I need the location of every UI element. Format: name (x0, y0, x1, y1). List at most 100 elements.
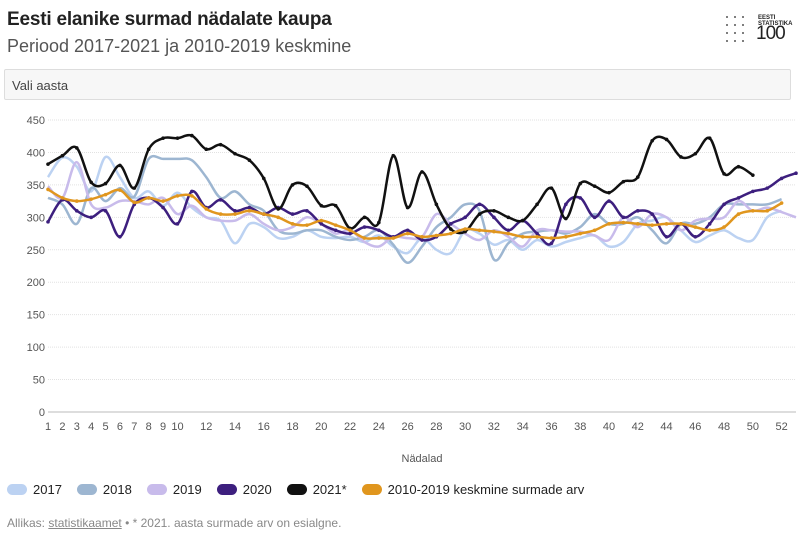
legend-label: 2021* (312, 481, 347, 497)
data-point-2020 (89, 215, 93, 220)
legend-swatch (7, 483, 27, 495)
data-point-2020 (635, 209, 640, 213)
data-point-2020 (190, 189, 194, 194)
source-footnote: • * 2021. aasta surmade arv on esialgne. (125, 516, 342, 530)
data-point-2010-2019-keskmine-surmade-arv (722, 225, 726, 229)
data-point-2020 (751, 189, 755, 194)
data-point-2021 (218, 142, 223, 147)
data-point-2021 (679, 155, 683, 159)
data-point-2021 (319, 203, 324, 208)
data-point-2010-2019-keskmine-surmade-arv (190, 194, 194, 198)
data-point-2021 (247, 158, 252, 163)
x-tick-label: 34 (517, 421, 529, 433)
x-tick-label: 18 (286, 421, 298, 433)
data-point-2021 (492, 209, 496, 213)
source-link[interactable]: statistikaamet (48, 516, 122, 530)
y-tick-label: 450 (27, 115, 45, 127)
logo-dots-icon (724, 14, 752, 42)
data-point-2020 (477, 202, 482, 207)
data-point-2010-2019-keskmine-surmade-arv (175, 194, 180, 198)
data-point-2020 (492, 215, 496, 220)
data-point-2020 (506, 228, 511, 233)
series-line-2010-2019-keskmine-surmade-arv (47, 188, 783, 240)
data-point-2010-2019-keskmine-surmade-arv (506, 231, 511, 236)
data-point-2021 (204, 147, 209, 151)
data-point-2021 (434, 202, 439, 207)
data-point-2010-2019-keskmine-surmade-arv (448, 231, 453, 236)
data-point-2010-2019-keskmine-surmade-arv (463, 227, 467, 231)
legend-item[interactable]: 2021* (286, 481, 347, 497)
x-tick-label: 38 (574, 421, 586, 433)
data-point-2021 (607, 190, 611, 195)
data-point-2010-2019-keskmine-surmade-arv (420, 235, 424, 239)
data-point-2010-2019-keskmine-surmade-arv (60, 196, 65, 200)
legend-label: 2020 (242, 481, 272, 497)
data-point-2020 (333, 228, 338, 233)
legend-swatch (146, 483, 167, 495)
data-point-2010-2019-keskmine-surmade-arv (434, 233, 439, 238)
legend-item[interactable]: 2018 (76, 481, 132, 497)
y-tick-label: 400 (27, 147, 45, 159)
legend-item[interactable]: 2010-2019 keskmine surmade arv (361, 482, 584, 497)
data-point-2010-2019-keskmine-surmade-arv (736, 212, 741, 216)
data-point-2021 (736, 164, 741, 169)
legend-item[interactable]: 2020 (216, 481, 272, 497)
x-tick-label: 36 (545, 421, 557, 433)
data-point-2010-2019-keskmine-surmade-arv (650, 223, 654, 227)
legend-swatch (216, 483, 237, 495)
data-point-2020 (707, 222, 712, 226)
data-point-2020 (549, 241, 554, 246)
legend-label: 2017 (33, 481, 62, 497)
legend-swatch (286, 483, 307, 495)
data-point-2021 (621, 179, 626, 184)
data-point-2010-2019-keskmine-surmade-arv (664, 222, 669, 226)
data-point-2010-2019-keskmine-surmade-arv (218, 212, 223, 216)
data-point-2020 (233, 209, 237, 213)
x-tick-label: 22 (344, 421, 356, 433)
data-point-2010-2019-keskmine-surmade-arv (564, 235, 568, 239)
data-point-2010-2019-keskmine-surmade-arv (247, 209, 252, 213)
data-point-2010-2019-keskmine-surmade-arv (103, 192, 108, 197)
x-tick-label: 14 (229, 421, 241, 433)
x-tick-label: 46 (689, 421, 701, 433)
y-tick-label: 50 (33, 375, 45, 387)
y-tick-label: 100 (27, 342, 45, 354)
x-tick-label: 24 (373, 421, 385, 433)
data-point-2010-2019-keskmine-surmade-arv (520, 235, 525, 239)
data-point-2021 (161, 136, 165, 140)
data-point-2021 (578, 181, 583, 186)
x-tick-label: 30 (459, 421, 471, 433)
data-point-2010-2019-keskmine-surmade-arv (74, 199, 79, 203)
data-point-2021 (635, 175, 640, 179)
data-point-2010-2019-keskmine-surmade-arv (161, 199, 165, 203)
data-point-2021 (592, 184, 597, 188)
legend-label: 2018 (102, 481, 132, 497)
year-select[interactable]: Vali aasta (4, 69, 791, 100)
y-tick-label: 350 (27, 180, 45, 192)
data-point-2021 (722, 172, 726, 176)
data-point-2010-2019-keskmine-surmade-arv (693, 225, 698, 229)
statistics-estonia-logo: EESTI STATISTIKA 100 (724, 14, 794, 44)
x-tick-label: 20 (315, 421, 327, 433)
x-tick-label: 12 (200, 421, 212, 433)
data-point-2021 (103, 181, 108, 186)
legend-item[interactable]: 2019 (146, 482, 202, 497)
data-point-2021 (146, 147, 151, 151)
data-point-2020 (448, 222, 453, 226)
data-point-2020 (118, 235, 122, 239)
data-point-2010-2019-keskmine-surmade-arv (276, 215, 280, 220)
data-point-2020 (794, 171, 798, 176)
data-point-2010-2019-keskmine-surmade-arv (362, 236, 367, 240)
x-tick-label: 48 (718, 421, 730, 433)
data-point-2010-2019-keskmine-surmade-arv (477, 228, 482, 233)
data-point-2010-2019-keskmine-surmade-arv (592, 228, 597, 233)
legend-item[interactable]: 2017 (7, 482, 62, 497)
data-point-2020 (420, 238, 424, 242)
logo-text: EESTI STATISTIKA (758, 15, 793, 27)
data-point-2010-2019-keskmine-surmade-arv (377, 236, 381, 240)
data-point-2021 (290, 183, 295, 187)
data-point-2010-2019-keskmine-surmade-arv (204, 207, 209, 211)
data-point-2021 (420, 170, 424, 174)
source-prefix: Allikas: (7, 516, 46, 530)
data-point-2021 (463, 229, 467, 234)
